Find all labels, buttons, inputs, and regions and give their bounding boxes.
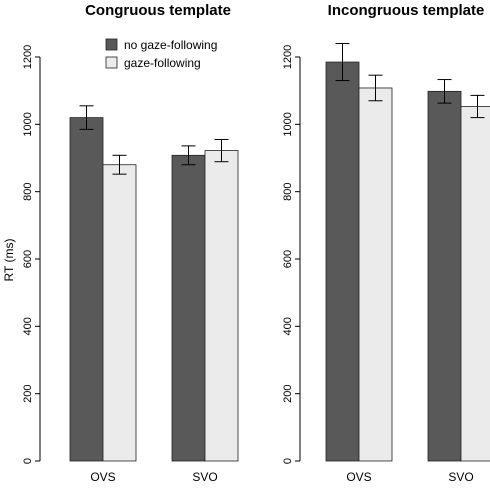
error-bar [437,79,452,104]
bar-svo-gaze-following [460,106,490,462]
y-tick-label: 1200 [282,45,294,69]
error-bar [181,145,196,166]
legend-label: gaze-following [124,56,201,70]
bar-ovs-gaze-following [358,87,393,462]
bar-svo-gaze-following [204,150,239,462]
y-tick-label: 400 [22,317,34,335]
legend: no gaze-following gaze-following [105,38,217,70]
error-bar [79,105,94,130]
error-bar [335,43,350,82]
chart-panels: Congruous template 0 200 400 600 800 1000 1200 O… [22,2,490,484]
y-tick-label: 600 [282,250,294,268]
panel-title: Congruous template [85,2,231,19]
x-category-label: OVS [90,470,115,484]
y-tick-label: 800 [22,182,34,200]
bar-svo-no-gaze-following [427,90,462,462]
error-bar [368,74,383,102]
y-axis-label: RT (ms) [2,239,16,282]
legend-label: no gaze-following [124,38,217,52]
y-tick-label: 1200 [22,45,34,69]
legend-swatch [105,38,118,51]
x-category-label: SVO [192,470,217,484]
y-tick-label: 1000 [22,112,34,136]
y-tick-label: 1000 [282,112,294,136]
bar-svo-no-gaze-following [171,154,206,462]
panel-title: Incongruous template [328,2,485,19]
y-tick-label: 400 [282,317,294,335]
y-tick-label: 0 [22,458,34,464]
error-bar [112,154,127,175]
bar-ovs-gaze-following [102,164,137,462]
x-category-label: SVO [448,470,473,484]
bar-ovs-no-gaze-following [69,117,104,462]
bar-ovs-no-gaze-following [325,61,360,462]
y-tick-label: 600 [22,250,34,268]
x-category-label: OVS [346,470,371,484]
y-tick-label: 0 [282,458,294,464]
error-bar [214,138,229,163]
legend-swatch [105,56,118,69]
panel-1: Congruous template 0 200 400 600 800 1000 1200 O… [22,2,239,484]
y-tick-label: 200 [22,384,34,402]
y-tick-label: 800 [282,182,294,200]
y-tick-label: 200 [282,384,294,402]
error-bar [470,94,485,119]
panel-2: Incongruous template 0 200 400 600 800 1000 120… [282,2,490,484]
